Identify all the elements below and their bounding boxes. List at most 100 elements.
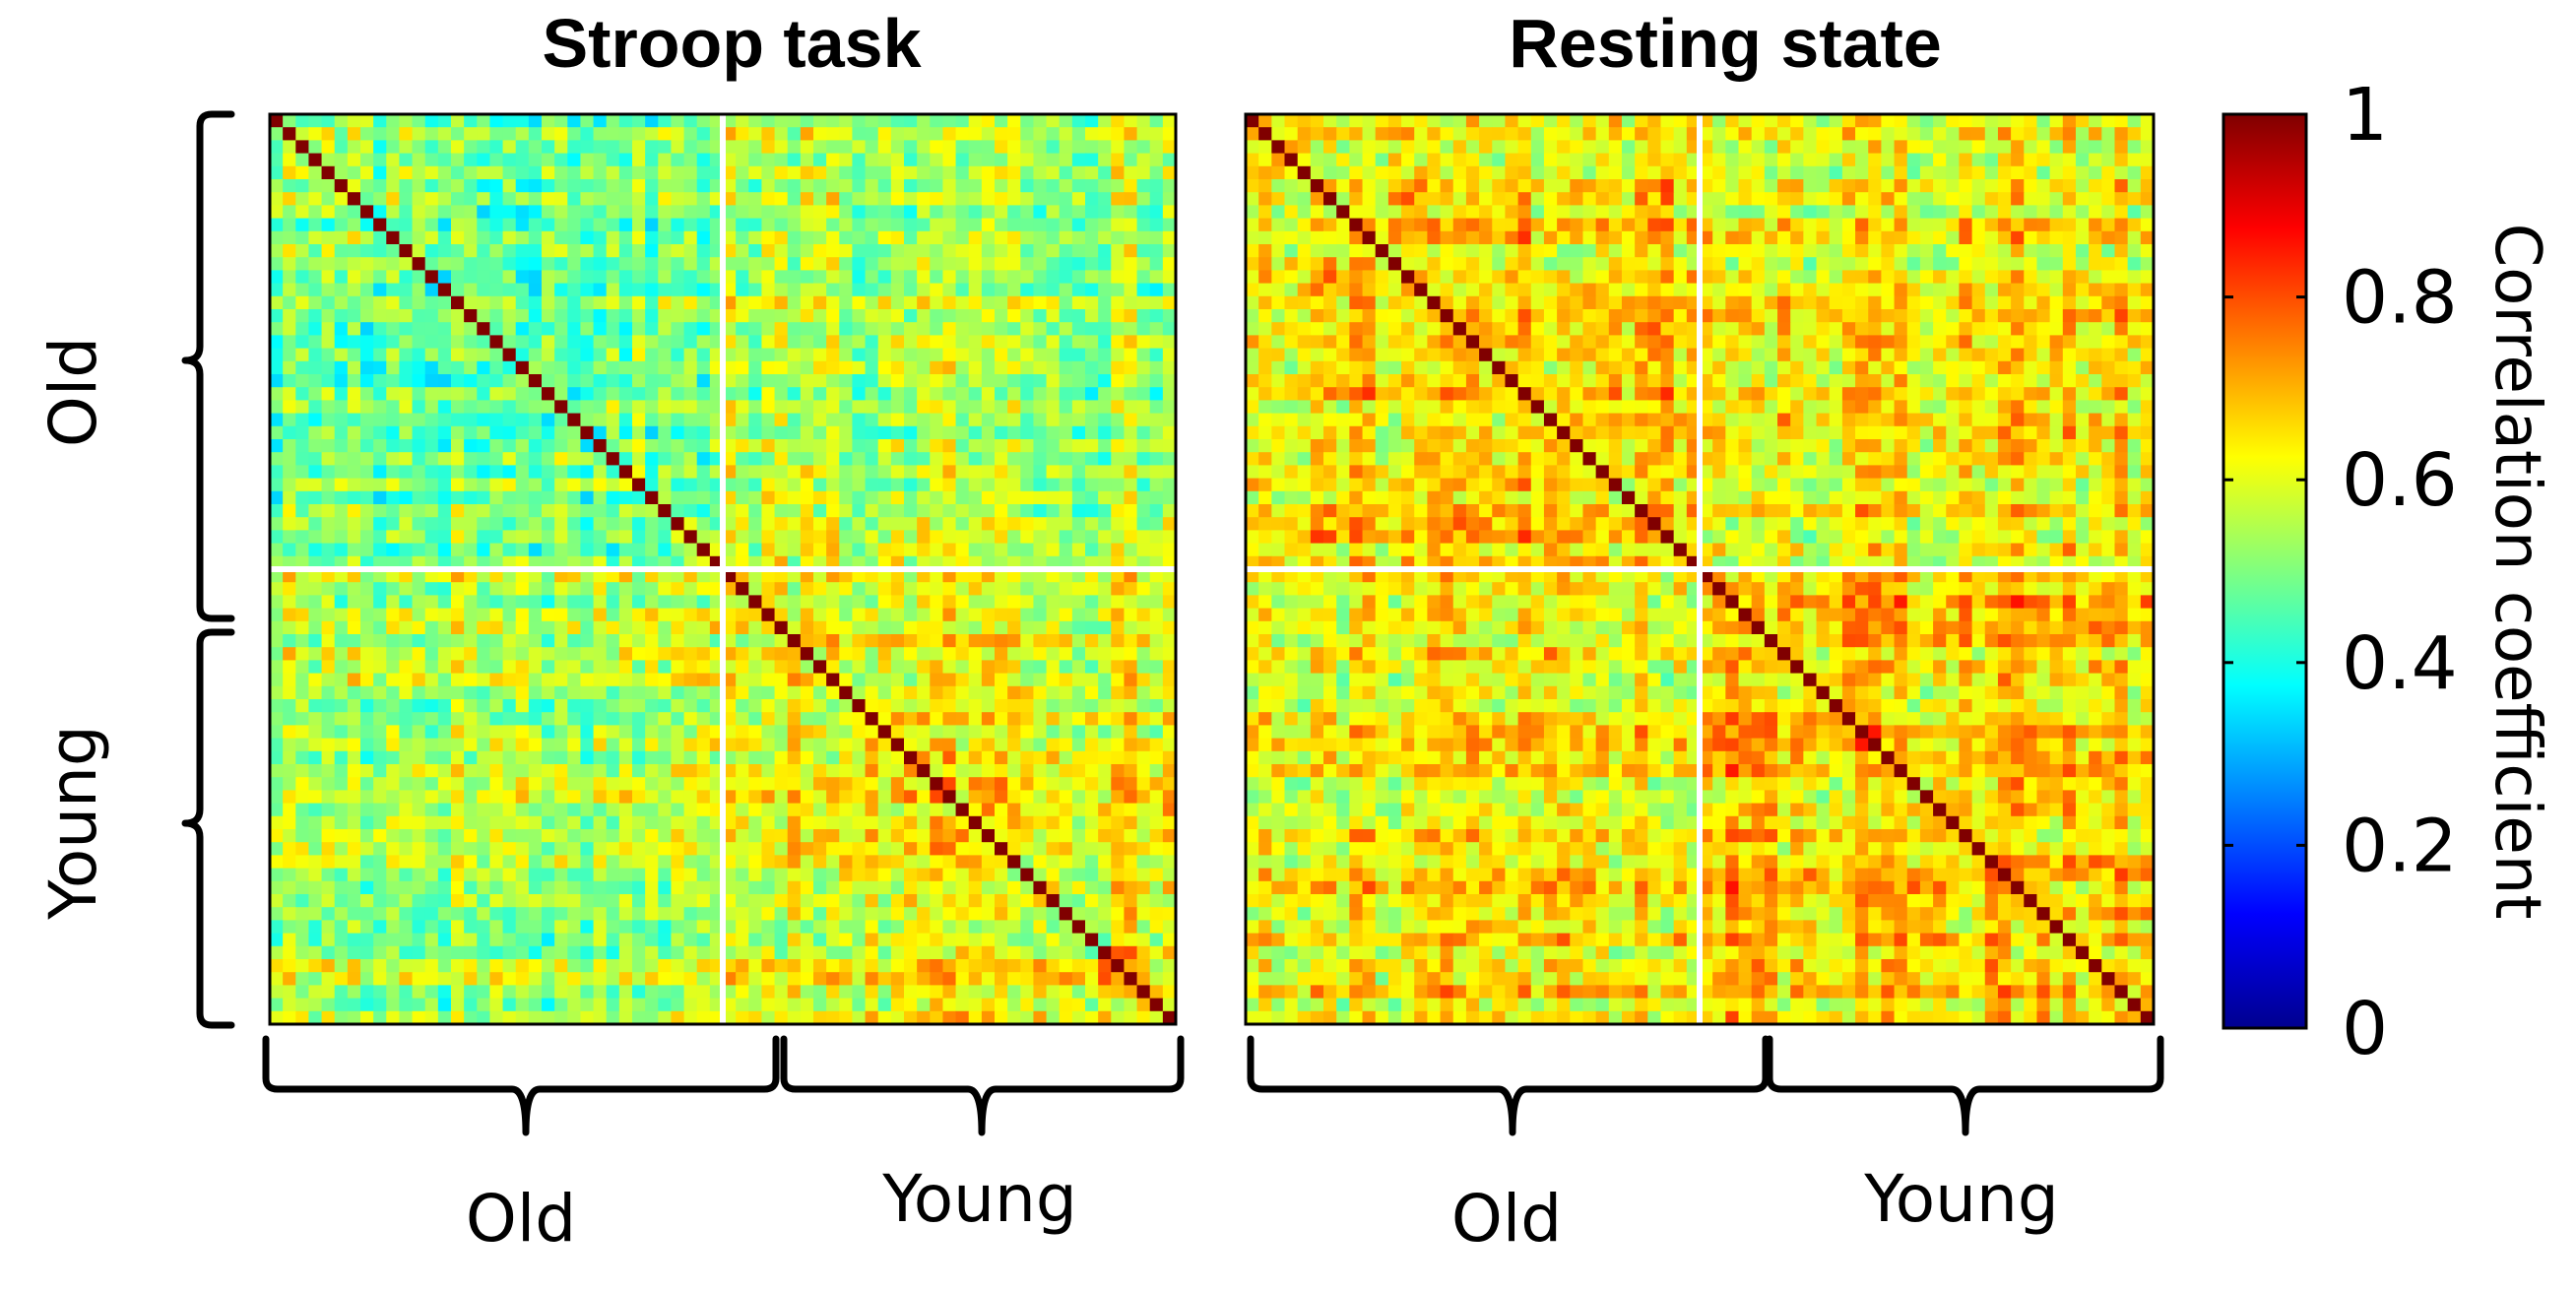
heatmap-cell <box>270 880 284 895</box>
heatmap-cell <box>1007 673 1021 687</box>
heatmap-cell <box>1033 699 1048 713</box>
heatmap-cell <box>1162 400 1177 415</box>
heatmap-cell <box>283 998 296 1012</box>
heatmap-cell <box>904 920 918 935</box>
heatmap-cell <box>360 270 374 285</box>
heatmap-cell <box>464 230 478 245</box>
heatmap-cell <box>308 114 323 128</box>
heatmap-cell <box>283 685 296 700</box>
heatmap-cell <box>696 322 711 336</box>
heatmap-cell <box>723 569 737 583</box>
heatmap-cell <box>528 764 543 778</box>
heatmap-cell <box>826 569 840 583</box>
heatmap-cell <box>1046 543 1061 557</box>
heatmap-cell <box>981 322 996 336</box>
heatmap-cell <box>567 192 582 206</box>
heatmap-cell <box>1149 685 1164 700</box>
heatmap-cell <box>477 530 491 545</box>
heatmap-cell <box>373 868 387 882</box>
heatmap-cell <box>955 620 970 635</box>
heatmap-cell <box>1098 335 1112 350</box>
heatmap-cell <box>877 647 892 661</box>
heatmap-cell <box>542 959 555 973</box>
heatmap-cell <box>736 374 749 388</box>
heatmap-cell <box>774 413 789 427</box>
heatmap-cell <box>852 699 867 713</box>
heatmap-cell <box>542 582 555 596</box>
heatmap-cell <box>787 425 802 440</box>
heatmap-cell <box>399 660 414 675</box>
heatmap-cell <box>813 478 827 492</box>
heatmap-cell <box>1033 504 1048 518</box>
heatmap-cell <box>283 530 296 545</box>
heatmap-cell <box>412 439 426 453</box>
heatmap-cell <box>334 283 349 297</box>
heatmap-cell <box>593 452 608 466</box>
heatmap-cell <box>1071 230 1086 245</box>
heatmap-cell <box>917 829 931 843</box>
heatmap-cell <box>554 205 568 220</box>
heatmap-cell <box>904 413 918 427</box>
heatmap-cell <box>671 283 685 297</box>
heatmap-cell <box>839 959 854 973</box>
heatmap-cell <box>1071 244 1086 258</box>
heatmap-cell <box>1020 387 1035 401</box>
heatmap-cell <box>464 179 478 193</box>
heatmap-cell <box>890 360 905 375</box>
heatmap-cell <box>942 894 957 908</box>
heatmap-cell <box>1162 998 1177 1012</box>
heatmap-cell <box>981 244 996 258</box>
heatmap-cell <box>1071 712 1086 726</box>
heatmap-cell <box>671 685 685 700</box>
heatmap-cell <box>813 959 827 973</box>
heatmap-cell <box>464 647 478 661</box>
heatmap-cell <box>917 413 931 427</box>
heatmap-cell <box>1149 880 1164 895</box>
heatmap-cell <box>877 504 892 518</box>
heatmap-cell <box>1136 569 1151 583</box>
heatmap-cell <box>865 179 879 193</box>
heatmap-cell <box>800 920 814 935</box>
heatmap-cell <box>373 257 387 271</box>
heatmap-cell <box>1033 360 1048 375</box>
heatmap-cell <box>528 309 543 323</box>
heatmap-cell <box>542 868 555 882</box>
heatmap-cell <box>1149 699 1164 713</box>
heatmap-cell <box>270 620 284 635</box>
heatmap-cell <box>761 295 776 310</box>
heatmap-cell <box>917 647 931 661</box>
heatmap-cell <box>424 387 439 401</box>
heatmap-cell <box>542 413 555 427</box>
heatmap-cell <box>567 933 582 947</box>
heatmap-cell <box>787 972 802 986</box>
heatmap-cell <box>968 647 983 661</box>
heatmap-cell <box>1071 985 1086 1000</box>
heatmap-cell <box>1984 114 1999 128</box>
heatmap-cell <box>671 257 685 271</box>
heatmap-cell <box>1085 322 1099 336</box>
heatmap-cell <box>334 920 349 935</box>
heatmap-cell <box>502 569 517 583</box>
heatmap-cell <box>373 192 387 206</box>
heatmap-cell <box>774 777 789 791</box>
heatmap-cell <box>1007 244 1021 258</box>
heatmap-cell <box>1046 283 1061 297</box>
heatmap-cell <box>580 660 595 675</box>
heatmap-cell <box>1149 985 1164 1000</box>
heatmap-cell <box>270 244 284 258</box>
heatmap-cell <box>787 608 802 622</box>
heatmap-cell <box>1085 880 1099 895</box>
heatmap-cell <box>995 582 1008 596</box>
heatmap-cell <box>334 335 349 350</box>
heatmap-cell <box>995 413 1008 427</box>
heatmap-cell <box>489 959 504 973</box>
heatmap-cell <box>321 425 336 440</box>
heatmap-cell <box>942 712 957 726</box>
heatmap-cell <box>645 647 659 661</box>
heatmap-cell <box>1020 569 1035 583</box>
heatmap-cell <box>1149 425 1164 440</box>
heatmap-cell <box>748 439 763 453</box>
heatmap-cell <box>1124 425 1138 440</box>
heatmap-cell <box>477 465 491 480</box>
heatmap-cell <box>942 192 957 206</box>
